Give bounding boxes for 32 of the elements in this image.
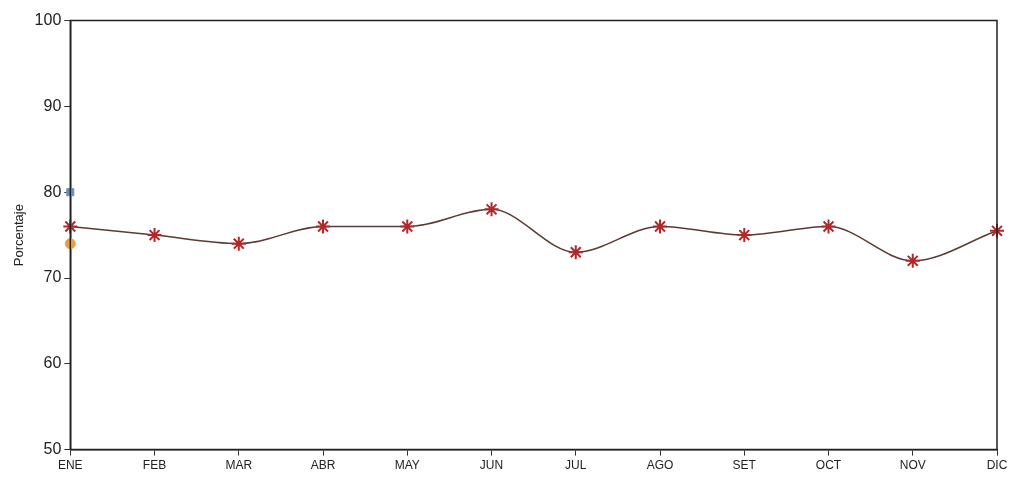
point xyxy=(736,227,753,244)
x-tick-label: DIC xyxy=(986,458,1008,473)
point xyxy=(64,238,76,250)
point xyxy=(483,201,500,218)
point xyxy=(315,218,332,235)
x-tick-label: JUL xyxy=(565,458,587,473)
x-tick-label: MAY xyxy=(394,458,420,473)
x-tick-label: AGO xyxy=(646,458,674,473)
point xyxy=(567,244,584,261)
point xyxy=(399,218,416,235)
y-tick-label: 50 xyxy=(43,440,62,458)
x-tick-label: ENE xyxy=(57,458,83,473)
x-tick-label: JUN xyxy=(479,458,504,473)
x-tick-label: MAR xyxy=(225,458,253,473)
x-tick-label: FEB xyxy=(142,458,167,473)
point xyxy=(652,218,669,235)
point xyxy=(146,227,163,244)
point xyxy=(62,218,79,235)
y-tick-label: 60 xyxy=(43,354,62,372)
point xyxy=(989,222,1005,239)
point xyxy=(820,218,837,235)
y-axis-title: Porcentaje xyxy=(11,204,27,267)
y-tick-label: 80 xyxy=(43,182,62,200)
x-tick-label: SET xyxy=(732,458,757,473)
x-tick-label: OCT xyxy=(815,458,842,473)
x-tick-label: ABR xyxy=(310,458,336,473)
point xyxy=(904,252,921,269)
y-tick-label: 100 xyxy=(34,11,62,29)
y-tick-label: 70 xyxy=(43,268,62,286)
x-tick-label: NOV xyxy=(899,458,926,473)
point xyxy=(230,235,247,252)
y-tick-label: 90 xyxy=(43,96,62,114)
